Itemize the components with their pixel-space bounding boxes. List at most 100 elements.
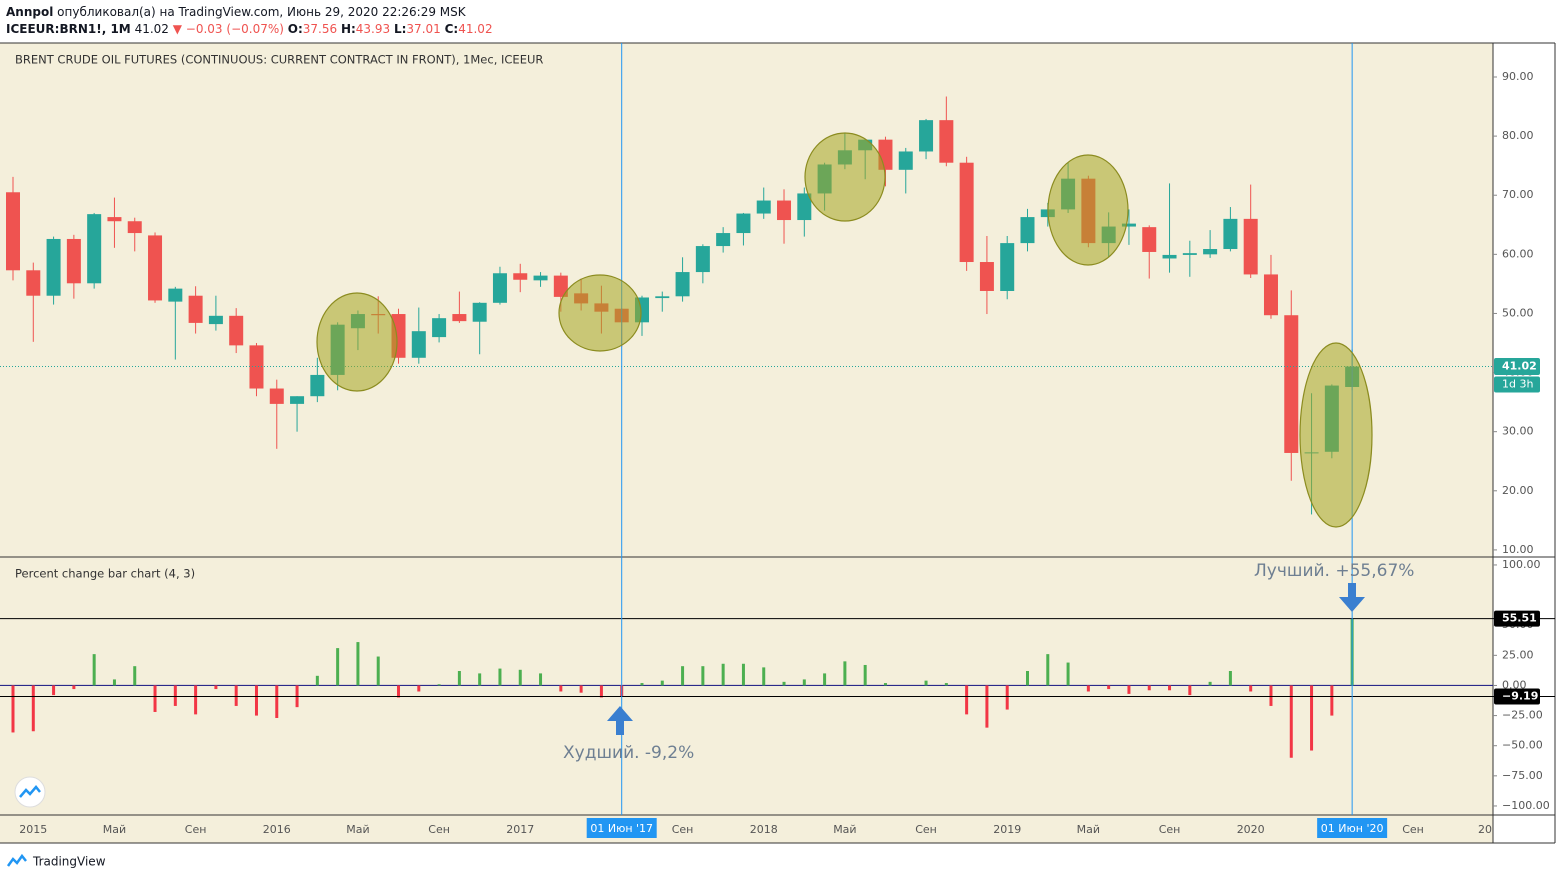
crosshair-label-box xyxy=(1317,818,1388,838)
ellipse-drawings xyxy=(316,132,1373,528)
indicator-tick-label: −50.00 xyxy=(1502,739,1543,752)
price-tick-label: 60.00 xyxy=(1502,247,1534,260)
percent-bar xyxy=(701,666,705,686)
countdown-label: 1d 3h xyxy=(1502,378,1533,391)
arrow-down xyxy=(1339,583,1365,612)
worst-annotation: Худший. -9,2% xyxy=(563,743,694,763)
candle-body xyxy=(208,315,223,325)
last-price-label: 41.02 xyxy=(1502,360,1537,373)
candle-body xyxy=(6,192,20,271)
time-tick-label: Сен xyxy=(428,823,450,836)
percent-bar xyxy=(1005,685,1009,710)
chart-bg xyxy=(0,43,1493,843)
candle-body xyxy=(148,235,163,301)
candle-body xyxy=(716,233,731,247)
percent-bar xyxy=(194,685,198,715)
price-tick-label: 10.00 xyxy=(1502,543,1534,556)
percent-bar xyxy=(985,685,989,728)
ohlc-value: 37.01 xyxy=(406,22,440,36)
main-pane-title: BRENT CRUDE OIL FUTURES (CONTINUOUS: CUR… xyxy=(15,53,543,67)
candle-body xyxy=(432,318,447,338)
candle-body xyxy=(472,302,487,322)
percent-bar xyxy=(72,685,76,690)
time-tick-label: Май xyxy=(833,823,856,836)
candle-body xyxy=(168,288,183,302)
percent-bar xyxy=(1310,685,1314,751)
header-line-2: ICEEUR:BRN1!, 1M 41.02 ▼ −0.03 (−0.07%) … xyxy=(6,22,493,36)
percent-bar xyxy=(498,668,502,686)
percent-bar xyxy=(173,685,177,706)
percent-bar xyxy=(843,661,847,686)
candle-body xyxy=(1162,254,1177,259)
ohlc-value: 37.56 xyxy=(303,22,337,36)
candle-body xyxy=(777,200,792,221)
percent-bar xyxy=(254,685,258,716)
candle-body xyxy=(46,238,61,296)
candle-body xyxy=(492,273,507,303)
candle-body xyxy=(1263,274,1278,316)
indicator-tick-label: 25.00 xyxy=(1502,648,1534,661)
footer-logo xyxy=(6,853,27,867)
candle-body xyxy=(188,295,203,323)
time-tick-label: Сен xyxy=(1159,823,1181,836)
candle-body xyxy=(898,151,913,170)
candle-body xyxy=(1284,315,1299,453)
percent-bar xyxy=(944,683,948,686)
candle-body xyxy=(1142,227,1157,252)
time-tick-label: Май xyxy=(103,823,126,836)
percent-bar xyxy=(1249,685,1253,692)
percent-bar xyxy=(883,683,887,686)
candle-body xyxy=(736,213,751,234)
percent-bar xyxy=(1127,685,1131,694)
change: ▼ −0.03 (−0.07%) xyxy=(173,22,284,36)
percent-bar xyxy=(112,679,116,686)
percent-bar xyxy=(965,685,969,715)
candle-body xyxy=(979,262,994,291)
tv-logo-badge xyxy=(14,776,46,808)
indicator-tick-label: −25.00 xyxy=(1502,709,1543,722)
percent-bar xyxy=(457,670,461,686)
percent-bar xyxy=(336,648,340,686)
header-line-1: Annpol опубликовал(а) на TradingView.com… xyxy=(6,5,467,19)
candle-body xyxy=(675,272,690,297)
crosshair-label-box xyxy=(586,818,657,838)
percent-bar xyxy=(579,685,583,693)
percent-bar xyxy=(559,685,563,692)
percent-bar xyxy=(1026,670,1029,686)
percent-bar xyxy=(397,685,401,698)
indicator-tick-label: 0.00 xyxy=(1502,678,1527,691)
percent-bar xyxy=(275,685,279,718)
time-tick-label: 20 xyxy=(1478,823,1492,836)
percent-bar xyxy=(599,685,603,698)
time-tick-label: Май xyxy=(346,823,369,836)
candle-body xyxy=(695,246,710,273)
ohlc-value: 43.93 xyxy=(356,22,390,36)
percent-bar xyxy=(214,685,218,690)
candle-body xyxy=(797,193,812,221)
candle-body xyxy=(655,296,670,299)
time-tick-label: Май xyxy=(1077,823,1100,836)
percent-bar xyxy=(52,685,56,696)
percent-bar xyxy=(1168,685,1172,691)
ellipse xyxy=(1047,154,1129,266)
percent-bar xyxy=(437,684,441,686)
ohlc-key: C: xyxy=(445,22,459,36)
candle-body xyxy=(1203,249,1218,255)
time-tick-label: 2020 xyxy=(1237,823,1265,836)
percent-bar xyxy=(863,664,867,686)
percent-bar xyxy=(518,669,522,686)
percent-bar xyxy=(1188,685,1192,696)
candle-body xyxy=(127,221,142,234)
indicator-tick-label: −100.00 xyxy=(1502,799,1550,812)
percent-bar xyxy=(1046,654,1050,686)
candle-body xyxy=(1182,253,1197,255)
indicator-tick-label: −75.00 xyxy=(1502,769,1543,782)
published: опубликовал(а) на TradingView.com, Июнь … xyxy=(57,5,467,19)
candle-body xyxy=(919,120,934,152)
candle-body xyxy=(107,217,122,222)
percent-bar xyxy=(133,666,137,686)
best-annotation: Лучший. +55,67% xyxy=(1254,561,1414,581)
percent-bar xyxy=(782,681,786,686)
percent-bar xyxy=(721,663,725,686)
